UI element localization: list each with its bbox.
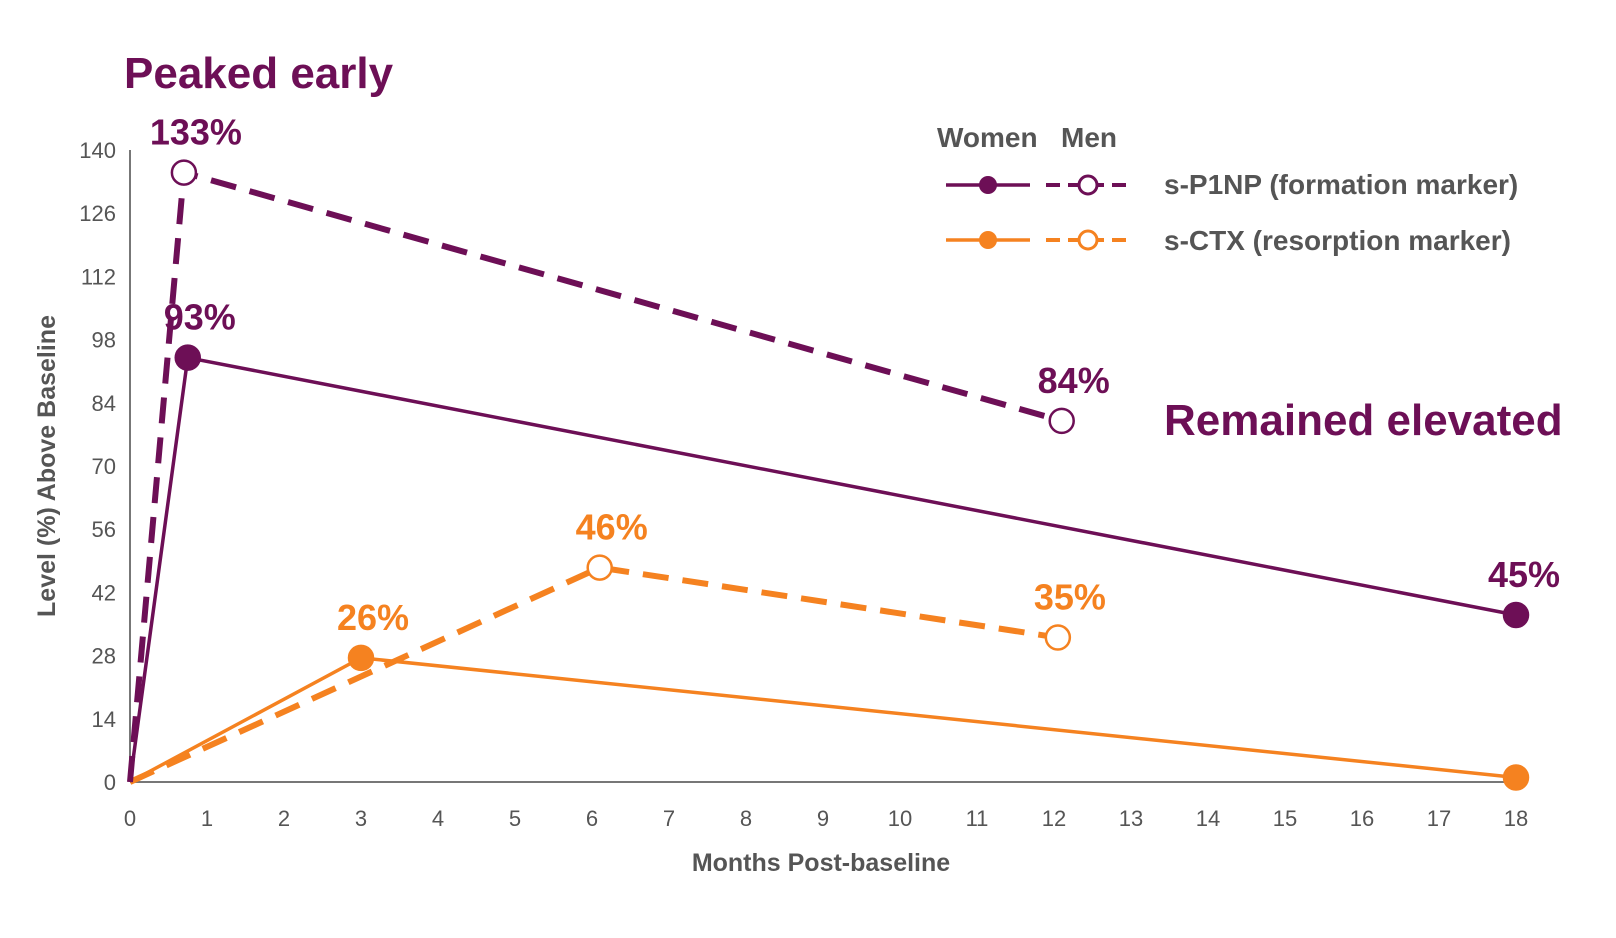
x-tick-label: 17 <box>1427 806 1451 831</box>
y-tick-label: 14 <box>92 707 116 732</box>
legend-label-p1np: s-P1NP (formation marker) <box>1164 169 1518 200</box>
y-tick-label: 42 <box>92 580 116 605</box>
y-tick-label: 98 <box>92 328 116 353</box>
x-tick-label: 3 <box>355 806 367 831</box>
y-tick-label: 126 <box>79 201 116 226</box>
x-tick-label: 13 <box>1119 806 1143 831</box>
y-tick-label: 84 <box>92 391 116 416</box>
data-point-s-p1np-women <box>1502 601 1530 629</box>
data-label-s-p1np-men: 84% <box>1038 360 1110 401</box>
data-point-s-ctx-women <box>1502 764 1530 791</box>
legend-header-men: Men <box>1061 122 1117 153</box>
y-axis-title: Level (%) Above Baseline <box>33 315 61 617</box>
x-tick-label: 18 <box>1504 806 1528 831</box>
annotation-peaked-early: Peaked early <box>124 49 394 98</box>
x-axis-title: Months Post-baseline <box>692 849 950 877</box>
data-point-s-ctx-women <box>347 644 375 672</box>
x-tick-label: 15 <box>1273 806 1297 831</box>
x-tick-label: 14 <box>1196 806 1220 831</box>
data-point-s-p1np-women <box>174 344 201 371</box>
annotation-remained-elevated: Remained elevated <box>1164 396 1563 445</box>
data-label-s-ctx-men: 46% <box>576 507 648 548</box>
x-tick-label: 12 <box>1042 806 1066 831</box>
y-tick-label: 28 <box>92 644 116 669</box>
data-label-s-ctx-men: 35% <box>1034 577 1106 618</box>
legend-marker-men-s-p1np <box>1077 174 1099 196</box>
x-tick-label: 7 <box>663 806 675 831</box>
data-point-s-p1np-men <box>1048 407 1075 435</box>
x-tick-label: 5 <box>509 806 521 831</box>
data-point-s-p1np-men <box>170 159 198 186</box>
x-tick-label: 6 <box>586 806 598 831</box>
series-line-s-p1np-men <box>127 169 1063 783</box>
data-label-s-ctx-women: 26% <box>337 597 409 638</box>
legend-header-women: Women <box>937 122 1038 153</box>
x-tick-label: 11 <box>966 806 989 831</box>
x-tick-label: 10 <box>888 806 912 831</box>
x-tick-label: 1 <box>201 806 213 831</box>
x-tick-label: 16 <box>1350 806 1374 831</box>
series-line-s-ctx-women <box>129 656 1517 784</box>
data-point-s-ctx-men <box>586 554 613 581</box>
x-tick-label: 0 <box>124 806 136 831</box>
y-tick-label: 70 <box>92 454 116 479</box>
x-tick-label: 4 <box>432 806 444 831</box>
legend-label-ctx: s-CTX (resorption marker) <box>1164 225 1511 256</box>
x-tick-label: 9 <box>817 806 829 831</box>
data-label-s-p1np-women: 45% <box>1488 554 1560 595</box>
series-line-s-ctx-men <box>128 564 1059 785</box>
legend-marker-women-s-ctx <box>979 231 997 249</box>
y-tick-label: 56 <box>92 517 116 542</box>
data-point-s-ctx-men <box>1044 624 1072 651</box>
legend-marker-women-s-p1np <box>979 176 997 194</box>
x-tick-label: 8 <box>740 806 752 831</box>
y-tick-label: 112 <box>81 264 116 289</box>
legend-marker-men-s-ctx <box>1077 229 1099 251</box>
y-tick-label: 140 <box>79 138 116 163</box>
data-label-s-p1np-women: 93% <box>164 297 236 338</box>
legend: Women Men s-P1NP (formation marker) s-CT… <box>937 122 1518 256</box>
y-tick-label: 0 <box>104 770 116 795</box>
data-label-s-p1np-men: 133% <box>150 112 242 153</box>
x-tick-label: 2 <box>278 806 290 831</box>
